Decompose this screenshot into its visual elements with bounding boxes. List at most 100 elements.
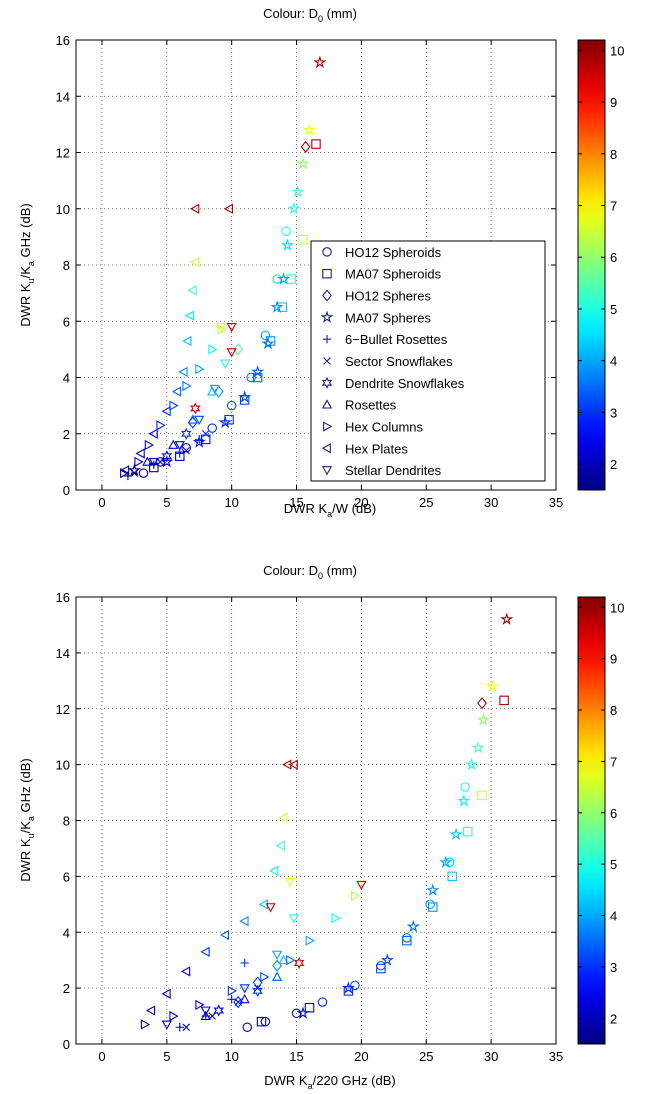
- colorbar-tick-label: 10: [610, 600, 624, 615]
- data-point-triangle-right: [140, 1019, 151, 1030]
- data-point-square: [477, 790, 487, 801]
- x-tick-label: 35: [549, 1049, 563, 1064]
- legend-box: [310, 240, 546, 482]
- data-point-star6: [252, 984, 263, 998]
- colorbar-tick-label: 2: [610, 457, 617, 472]
- data-point-triangle-left: [190, 203, 200, 214]
- data-point-triangle-right: [208, 344, 218, 355]
- data-point-square: [447, 871, 457, 882]
- data-point-triangle-down: [200, 1006, 211, 1016]
- data-point-triangle-left: [200, 946, 210, 957]
- data-point-star5: [457, 794, 471, 807]
- y-tick-label: 6: [63, 869, 70, 884]
- data-point-square: [499, 695, 509, 706]
- data-point-triangle-left: [119, 465, 130, 476]
- data-point-triangle-right: [169, 1010, 179, 1022]
- data-point-triangle-down: [161, 1020, 172, 1030]
- x-tick-label: 0: [98, 495, 105, 510]
- data-point-square: [428, 902, 438, 912]
- colorbar-tick-label: 10: [610, 43, 624, 58]
- data-point-triangle-right: [286, 955, 296, 966]
- y-tick-label: 14: [56, 89, 70, 104]
- data-point-square: [298, 234, 308, 245]
- data-point-star5: [471, 740, 485, 754]
- data-point-triangle-left: [269, 865, 279, 876]
- y-tick-label: 0: [63, 483, 70, 498]
- colorbar-tick-label: 7: [610, 199, 617, 214]
- data-point-star5: [380, 953, 394, 966]
- legend-marker-plus: [322, 334, 332, 344]
- data-point-x: [156, 458, 165, 466]
- colorbar-gradient: [577, 596, 606, 1045]
- data-point-triangle-down: [226, 322, 237, 333]
- data-point-triangle-left: [278, 812, 288, 823]
- data-point-circle: [350, 980, 360, 991]
- chart-2-ylabel: DWR Ku/Ka GHz (dB): [18, 758, 36, 881]
- data-point-star6: [180, 427, 192, 440]
- data-point-plus: [240, 958, 249, 968]
- data-point-triangle-right: [134, 456, 144, 468]
- chart-1-xlabel: DWR Ka/W (dB): [284, 501, 376, 519]
- data-point-star5: [296, 1006, 310, 1019]
- data-point-star5: [277, 272, 291, 285]
- data-point-diamond: [233, 995, 244, 1009]
- colorbar-tick-label: 2: [610, 1011, 617, 1026]
- legend-marker-triangle-left: [321, 443, 331, 454]
- data-point-diamond: [233, 343, 244, 356]
- chart-1: Colour: D0 (mm) 0 5 10 15 20 25 30 350246810121…: [18, 6, 624, 519]
- colorbar-tick-label: 7: [610, 754, 617, 769]
- data-point-circle: [444, 857, 455, 868]
- data-point-triangle-left: [275, 840, 285, 851]
- chart-1-legend: HO12 Spheroids MA07 Spheroids HO12 Spheres…: [310, 240, 546, 482]
- data-point-triangle-left: [187, 285, 197, 296]
- data-point-triangle-down: [239, 984, 250, 994]
- data-point-star5: [476, 713, 490, 726]
- x-tick-label: 0: [98, 1049, 105, 1064]
- data-point-triangle-right: [217, 324, 227, 335]
- y-tick-label: 16: [56, 33, 70, 48]
- data-point-x: [201, 430, 210, 438]
- chart-1-points: [119, 55, 327, 481]
- data-point-triangle-left: [182, 335, 192, 347]
- data-point-x: [182, 1023, 191, 1031]
- data-point-circle: [460, 782, 470, 792]
- y-tick-label: 12: [56, 146, 70, 161]
- colorbar-tick-label: 6: [610, 806, 617, 821]
- data-point-triangle-right: [331, 913, 341, 924]
- data-point-triangle-left: [258, 899, 269, 910]
- data-point-triangle-down: [148, 457, 159, 468]
- data-point-triangle-up: [142, 456, 153, 466]
- data-point-triangle-right: [227, 985, 238, 997]
- colorbar-tick-label: 8: [610, 703, 617, 718]
- legend-entry-label: Hex Plates: [345, 441, 408, 456]
- data-point-triangle-left: [190, 257, 200, 268]
- data-point-triangle-down: [265, 903, 276, 913]
- legend-marker-diamond: [322, 289, 332, 302]
- data-point-star5: [251, 365, 265, 378]
- data-point-triangle-left: [219, 929, 230, 941]
- data-point-triangle-up: [271, 971, 283, 981]
- x-tick-label: 15: [289, 495, 303, 510]
- colorbar-tick-label: 8: [610, 147, 617, 162]
- data-point-star6: [213, 1004, 224, 1017]
- data-point-star5: [218, 415, 232, 429]
- data-point-square: [463, 826, 473, 837]
- data-point-square: [286, 274, 297, 284]
- data-point-triangle-down: [209, 384, 220, 395]
- legend-entry-label: 6−Bullet Rosettes: [345, 332, 448, 347]
- data-point-square: [376, 963, 386, 974]
- legend-entry-label: HO12 Spheres: [345, 289, 431, 304]
- data-point-triangle-down: [226, 348, 237, 358]
- data-point-x: [182, 446, 191, 455]
- legend-entry-label: Dendrite Snowflakes: [345, 376, 465, 391]
- data-point-circle: [226, 400, 237, 411]
- y-tick-label: 4: [63, 371, 70, 386]
- data-point-triangle-right: [182, 380, 192, 392]
- data-point-star5: [160, 455, 174, 468]
- data-point-triangle-down: [216, 322, 227, 333]
- x-tick-label: 35: [549, 495, 563, 510]
- data-point-triangle-left: [184, 310, 195, 321]
- legend-marker-circle: [322, 247, 332, 257]
- y-tick-label: 10: [56, 758, 70, 773]
- data-point-square: [239, 395, 250, 405]
